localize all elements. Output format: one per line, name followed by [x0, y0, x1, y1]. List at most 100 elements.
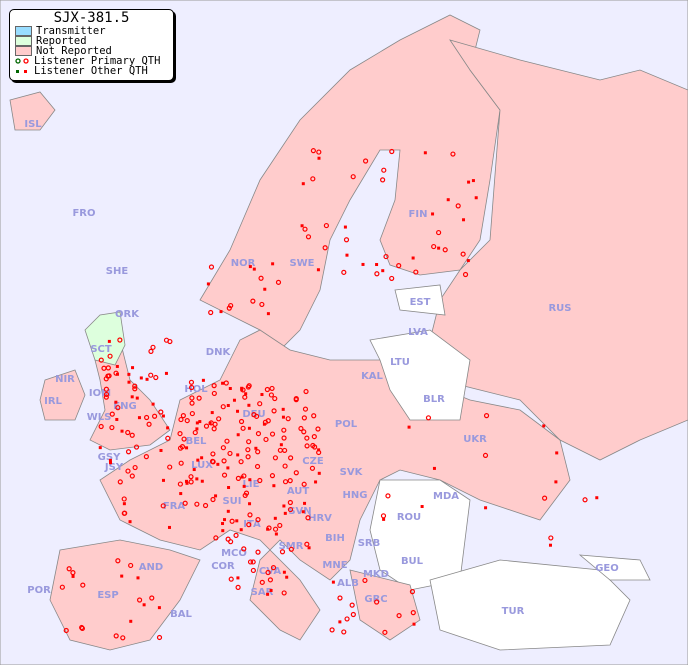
listener-primary-qth-marker — [310, 176, 316, 182]
listener-other-qth-marker — [214, 494, 218, 498]
country-label-nir: NIR — [55, 374, 75, 385]
transmitter-swatch — [15, 26, 32, 36]
listener-primary-qth-marker — [542, 495, 548, 501]
listener-other-qth-marker — [232, 398, 236, 402]
listener-primary-qth-marker — [349, 602, 355, 608]
listener-primary-qth-marker — [259, 579, 265, 585]
listener-primary-qth-marker — [247, 512, 253, 518]
listener-primary-qth-marker — [548, 535, 554, 541]
listener-other-qth-marker — [221, 529, 225, 533]
listener-other-qth-marker — [432, 466, 436, 470]
listener-other-qth-marker — [114, 400, 118, 404]
listener-other-qth-marker — [263, 287, 267, 291]
country-label-hol: HOL — [184, 384, 208, 395]
country-label-iom: IOM — [89, 388, 111, 399]
listener-primary-qth-marker — [79, 625, 85, 632]
legend-not-reported: Not Reported — [10, 46, 173, 56]
country-label-por: POR — [27, 585, 51, 596]
listener-primary-qth-marker — [203, 423, 210, 429]
legend-label: Listener Primary QTH — [34, 55, 161, 67]
country-scotland — [84, 311, 126, 366]
listener-primary-qth-marker — [133, 444, 140, 450]
listener-other-qth-marker — [554, 480, 558, 484]
listener-other-qth-marker — [157, 606, 161, 610]
listener-primary-qth-marker — [208, 309, 214, 316]
country-turkey — [429, 559, 631, 651]
country-label-hrv: HRV — [308, 513, 332, 524]
circle-marker-icon — [15, 57, 32, 65]
country-label-bel: BEL — [186, 436, 207, 447]
listener-primary-qth-marker — [192, 429, 198, 436]
listener-other-qth-marker — [242, 484, 246, 488]
listener-primary-qth-marker — [409, 589, 416, 595]
listener-other-qth-marker — [71, 574, 75, 578]
listener-other-qth-marker — [446, 198, 450, 202]
listener-other-qth-marker — [266, 312, 270, 316]
listener-other-qth-marker — [208, 421, 212, 425]
legend-primary-qth: Listener Primary QTH — [10, 56, 173, 66]
listener-other-qth-marker — [260, 393, 264, 397]
listener-other-qth-marker — [542, 424, 546, 428]
listener-primary-qth-marker — [302, 406, 309, 412]
listener-primary-qth-marker — [148, 348, 154, 354]
listener-other-qth-marker — [269, 588, 273, 592]
listener-primary-qth-marker — [343, 237, 350, 243]
country-label-lva: LVA — [408, 327, 428, 338]
country-label-and: AND — [139, 562, 163, 573]
listener-primary-qth-marker — [167, 464, 173, 470]
listener-primary-qth-marker — [117, 337, 123, 343]
listener-primary-qth-marker — [270, 565, 277, 571]
listener-other-qth-marker — [382, 517, 386, 521]
listener-primary-qth-marker — [211, 390, 217, 397]
listener-other-qth-marker — [195, 427, 199, 431]
listener-primary-qth-marker — [311, 413, 317, 419]
listener-primary-qth-marker — [115, 558, 121, 564]
listener-primary-qth-marker — [460, 251, 466, 257]
listener-primary-qth-marker — [344, 616, 350, 622]
listener-primary-qth-marker — [238, 418, 245, 425]
listener-primary-qth-marker — [121, 496, 127, 502]
listener-other-qth-marker — [423, 151, 427, 155]
listener-other-qth-marker — [236, 409, 240, 413]
listener-primary-qth-marker — [310, 442, 316, 449]
listener-other-qth-marker — [161, 414, 165, 418]
listener-primary-qth-marker — [196, 395, 202, 401]
listener-primary-qth-marker — [223, 380, 229, 386]
country-label-esp: ESP — [97, 590, 118, 601]
country-label-wls: WLS — [87, 412, 112, 423]
listener-other-qth-marker — [159, 448, 163, 452]
listener-primary-qth-marker — [310, 148, 316, 154]
listener-other-qth-marker — [200, 456, 204, 460]
listener-primary-qth-marker — [303, 388, 309, 395]
country-label-blr: BLR — [423, 394, 445, 405]
listener-primary-qth-marker — [220, 445, 226, 451]
listener-primary-qth-marker — [315, 426, 321, 432]
listener-primary-qth-marker — [226, 305, 232, 311]
country-label-smr: SMR — [279, 541, 304, 552]
listener-primary-qth-marker — [227, 450, 233, 457]
listener-primary-qth-marker — [450, 151, 456, 157]
listener-primary-qth-marker — [282, 463, 288, 469]
listener-primary-qth-marker — [113, 633, 119, 639]
listener-other-qth-marker — [361, 262, 365, 266]
listener-other-qth-marker — [236, 576, 240, 580]
listener-primary-qth-marker — [220, 404, 226, 410]
listener-other-qth-marker — [301, 510, 305, 514]
listener-primary-qth-marker — [263, 436, 269, 443]
listener-other-qth-marker — [595, 496, 599, 500]
listener-other-qth-marker — [272, 484, 276, 488]
legend-reported: Reported — [10, 36, 173, 46]
listener-other-qth-marker — [303, 501, 307, 505]
listener-primary-qth-marker — [63, 627, 69, 634]
listener-other-qth-marker — [271, 262, 275, 266]
listener-primary-qth-marker — [103, 386, 110, 392]
listener-other-qth-marker — [127, 380, 131, 384]
listener-other-qth-marker — [285, 575, 289, 579]
listener-primary-qth-marker — [129, 473, 135, 479]
listener-primary-qth-marker — [189, 410, 195, 417]
listener-other-qth-marker — [221, 381, 225, 385]
listener-other-qth-marker — [301, 182, 305, 186]
listener-primary-qth-marker — [70, 570, 76, 576]
country-label-she: SHE — [106, 266, 129, 277]
